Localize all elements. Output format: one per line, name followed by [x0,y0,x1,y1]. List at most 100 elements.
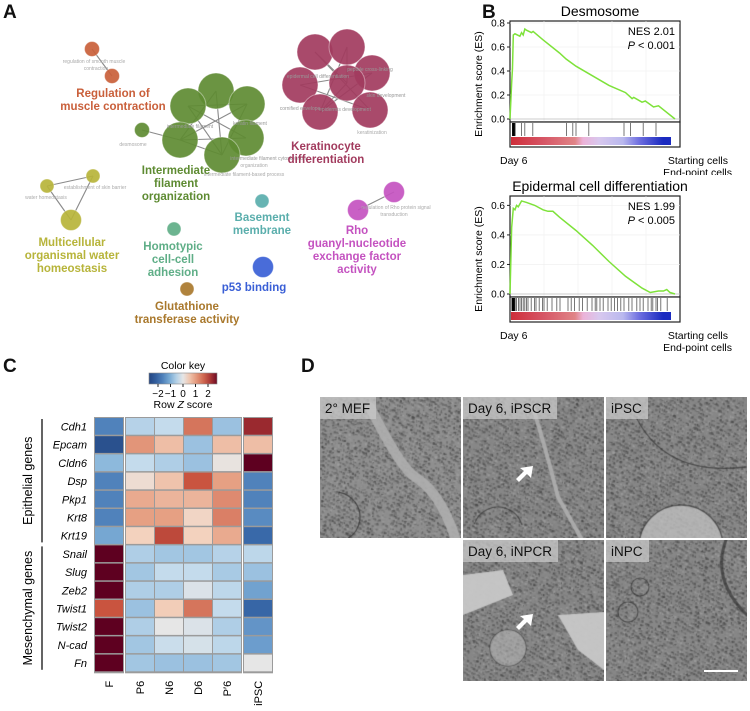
color-key-bar [148,372,218,385]
group-label: Epithelial genes [21,437,35,525]
heatmap-cell-Snail-P6 [126,545,154,563]
scale-bar [704,670,738,672]
node-homotypic [166,221,182,237]
em-panel: 2° MEF Day 6, iPSCR iPSC Day 6, iNPCR iNPC [300,355,750,711]
heatmap-cell-Twist1-N6 [155,600,183,617]
heatmap-cell-Fn-P6 [126,654,154,672]
em-image-tile: iNPC [606,540,747,681]
em-micrograph [463,397,604,538]
footer-day6: Day 6 [500,330,528,342]
footer-endpoint-cells: End-point cells [663,167,732,175]
footer-endpoint-cells: End-point cells [663,342,732,354]
heatmap-row-label: Snail [63,549,88,561]
heatmap-cell-Fn-P′6 [213,654,241,672]
group-label: Mesenchymal genes [21,551,35,666]
heatmap-cell-Snail-P′6 [213,545,241,563]
node-filament [169,87,207,125]
node-sublabel: establishment of skin barrier [64,185,127,191]
y-tick-label: 0.6 [491,43,505,54]
heatmap-cell-Twist2-P′6 [213,618,241,635]
heatmap-cell-Cldn6-N6 [155,454,183,472]
heatmap-cell-Twist2-P6 [126,618,154,635]
heatmap-cell-Krt8-P6 [126,509,154,526]
heatmap-row-label: Epcam [53,440,87,452]
node-sublabel: transduction [380,212,407,218]
heatmap-row-label: Dsp [67,476,87,488]
cluster-label-rho-1: Rho [346,225,368,237]
em-image-tile: Day 6, iNPCR [463,540,604,681]
heatmap-cell-Slug-P′6 [213,563,241,581]
em-image-tile: 2° MEF [320,397,461,538]
cluster-label-kerat-1: Keratinocyte [291,141,361,153]
heatmap-cell-Cldn6-D6 [184,454,212,472]
node-p53 [252,256,274,278]
node-sublabel: intermediate filament cytoskeleton [230,156,306,162]
enrichment-network: regulation of smooth muscle contraction … [25,28,431,326]
heatmap-cell-Cldn6-iPSC [244,454,272,472]
cluster-label-filament-3: organization [142,191,210,203]
heatmap-cell-Dsp-F [95,472,123,490]
heatmap-cell-Cdh1-iPSC [244,418,272,435]
y-axis-label: Enrichment score (ES) [473,31,485,137]
heatmap-cell-N-cad-N6 [155,636,183,654]
heatmap-cell-N-cad-F [95,636,123,654]
heatmap-cell-Zeb2-F [95,581,123,599]
panel-label-d: D [301,356,315,377]
cluster-label-rho-2: guanyl-nucleotide [308,238,406,250]
node-sublabel: cornified envelope [280,106,321,112]
y-tick-label: 0.0 [491,115,505,126]
cluster-label-homotypic-2: cell-cell [152,254,194,266]
node-sublabel: intermediate filament-based process [204,172,285,178]
heatmap-cell-Dsp-P′6 [213,472,241,490]
gsea-plot-desmosome: Desmosome 0.0 0.2 0.4 0.6 0.8 NES 2.01 P < 0.00… [473,3,732,175]
heatmap-row-label: Cldn6 [58,458,88,470]
panel-label-c: C [3,356,17,377]
heatmap-cell-Cldn6-P6 [126,454,154,472]
heatmap-cell-Twist1-F [95,600,123,617]
heatmap-cell-Twist2-N6 [155,618,183,635]
node-keratinocyte [328,64,366,102]
cluster-label-homotypic-3: adhesion [148,267,198,279]
arrow-icon [516,614,533,630]
em-image-tile: Day 6, iPSCR [463,397,604,538]
heatmap-row-label: Fn [74,658,87,670]
em-image-tile: iPSC [606,397,747,538]
heatmap-cell-Fn-F [95,654,123,672]
cluster-label-rho-4: activity [337,264,377,276]
gsea-plot-epidermal: Epidermal cell differentiation 0.0 0.2 0.4 0… [473,178,732,354]
node-sublabel: contraction [84,66,109,72]
arrow-icon [516,466,533,482]
heatmap-cell-Dsp-iPSC [244,472,272,490]
es-curve [509,200,676,295]
heatmap-cell-Cdh1-P6 [126,418,154,435]
heatmap-cell-Epcam-D6 [184,436,212,453]
color-key-tick-label: −2 [152,389,164,400]
em-image-label: 2° MEF [320,397,377,419]
em-image-label: Day 6, iNPCR [463,540,559,562]
node-desmosome [134,122,150,138]
cluster-label-basement-2: membrane [233,225,291,237]
heatmap-col-label: P6 [135,681,147,694]
footer-starting-cells: Starting cells [668,155,728,167]
heatmap-cell-Krt8-F [95,509,123,526]
heatmap-cell-Pkp1-N6 [155,490,183,508]
heatmap-cell-Zeb2-P6 [126,581,154,599]
heatmap-cell-Fn-D6 [184,654,212,672]
cluster-label-water-2: organismal water [25,250,120,262]
heatmap-cell-Pkp1-iPSC [244,490,272,508]
node-sublabel: regulation of Rho protein signal [361,205,430,211]
node-sublabel: keratinization [357,130,387,136]
heatmap-cell-Epcam-N6 [155,436,183,453]
heatmap-cell-Zeb2-iPSC [244,581,272,599]
heatmap-row-label: Pkp1 [62,494,87,506]
heatmap-col-label: N6 [164,681,176,695]
y-axis-label: Enrichment score (ES) [473,206,485,312]
p-value: P < 0.005 [628,215,675,227]
heatmap-cell-Dsp-P6 [126,472,154,490]
heatmap-cell-Cdh1-N6 [155,418,183,435]
heatmap-row-label: Zeb2 [61,585,87,597]
es-curve [509,27,676,120]
heatmap-cell-Twist2-iPSC [244,618,272,635]
node-keratinocyte [301,93,339,131]
